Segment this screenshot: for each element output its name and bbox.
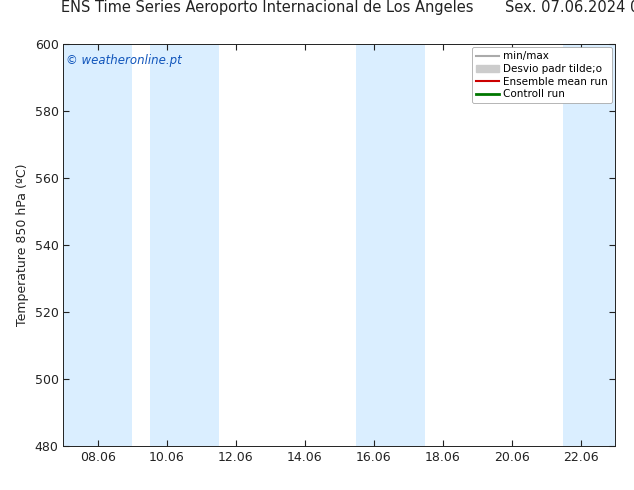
Bar	[63, 44, 133, 446]
Bar	[150, 44, 219, 446]
Text: ENS Time Series Aeroporto Internacional de Los Angeles: ENS Time Series Aeroporto Internacional …	[61, 0, 474, 15]
Y-axis label: Temperature 850 hPa (ºC): Temperature 850 hPa (ºC)	[16, 164, 29, 326]
Text: Sex. 07.06.2024 07 UTC: Sex. 07.06.2024 07 UTC	[505, 0, 634, 15]
Text: © weatheronline.pt: © weatheronline.pt	[66, 54, 182, 67]
Bar	[563, 44, 615, 446]
Bar	[356, 44, 425, 446]
Legend: min/max, Desvio padr tilde;o, Ensemble mean run, Controll run: min/max, Desvio padr tilde;o, Ensemble m…	[472, 47, 612, 103]
